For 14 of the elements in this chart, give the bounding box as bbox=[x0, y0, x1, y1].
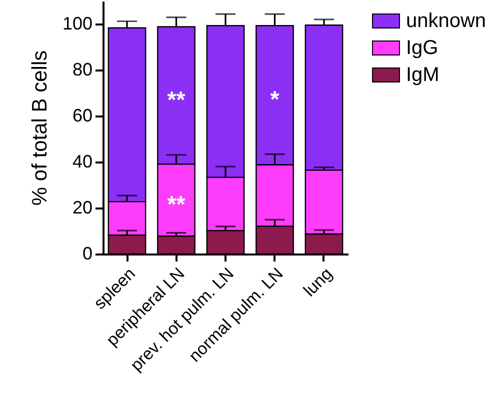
legend-label: IgG bbox=[406, 37, 438, 59]
y-tick-label: 0 bbox=[82, 244, 92, 264]
annotation: ** bbox=[167, 191, 186, 218]
y-tick-label: 80 bbox=[72, 60, 92, 80]
annotation: ** bbox=[167, 86, 186, 112]
annotation: * bbox=[270, 86, 280, 112]
x-tick-label: lung bbox=[300, 264, 336, 300]
y-tick-label: 20 bbox=[72, 198, 92, 218]
y-axis-title: % of total B cells bbox=[28, 50, 52, 206]
legend-label: unknown bbox=[406, 10, 486, 32]
legend-label: IgM bbox=[406, 64, 440, 86]
y-tick-label: 40 bbox=[72, 152, 92, 172]
y-tick-label: 100 bbox=[62, 14, 92, 34]
y-tick-label: 60 bbox=[72, 106, 92, 126]
